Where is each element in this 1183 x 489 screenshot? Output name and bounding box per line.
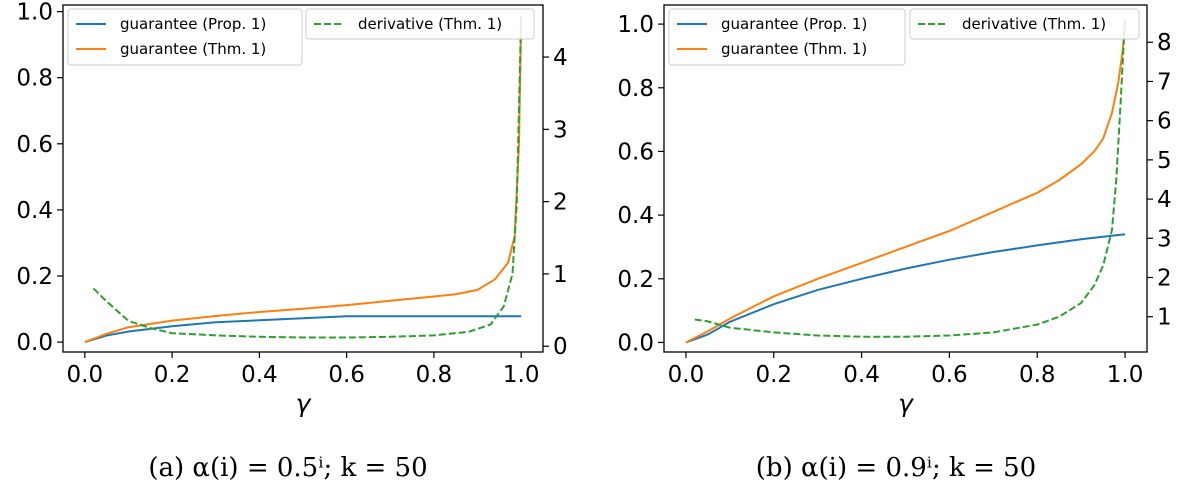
y-left-tick-label: 0.6 <box>16 132 53 158</box>
x-tick-label: 0.8 <box>1019 362 1056 388</box>
x-axis-title: γ <box>296 389 312 418</box>
x-tick-label: 0.2 <box>154 362 191 388</box>
x-tick-label: 0.0 <box>668 362 705 388</box>
series-line-3 <box>92 13 523 339</box>
x-tick-label: 0.2 <box>755 362 792 388</box>
y-right-tick-label: 8 <box>1157 30 1172 56</box>
chart-panel-b: 0.0 0.2 0.4 0.6 0.8 1.0 0.0 0.2 0.4 0.6 0.8 1.0 1 2 3 4… <box>617 4 1172 418</box>
x-tick-label: 0.6 <box>931 362 968 388</box>
x-tick-label: 0.6 <box>328 362 365 388</box>
y-right-tick-label: 1 <box>1157 305 1172 331</box>
legend-entry: derivative (Thm. 1) <box>358 15 502 33</box>
y-left-tick-label: 0.8 <box>16 66 53 92</box>
legend-left-box <box>668 8 906 66</box>
series-line-3 <box>694 18 1126 338</box>
series-line-1 <box>685 233 1126 344</box>
chart-panel-a: 0.0 0.2 0.4 0.6 0.8 1.0 0.0 0.2 0.4 0.6 0.8 1.0 0 1 2 3… <box>16 0 567 418</box>
x-tick-label: 0.4 <box>241 362 278 388</box>
x-axis-title: γ <box>898 389 914 418</box>
y-right-tick-label: 6 <box>1157 109 1172 135</box>
y-left-tick-label: 0.2 <box>16 264 53 290</box>
y-right-tick-label: 5 <box>1157 148 1172 174</box>
y-left-tick-label: 0.0 <box>617 330 654 356</box>
y-left-tick-label: 1.0 <box>16 0 53 26</box>
x-tick-label: 0.0 <box>67 362 104 388</box>
caption-a: (a) α(i) = 0.5ⁱ; k = 50 <box>148 453 427 483</box>
legend-entry: guarantee (Thm. 1) <box>120 40 266 58</box>
series-line-2 <box>685 24 1126 344</box>
legend-entry: derivative (Thm. 1) <box>962 15 1106 33</box>
x-tick-label: 1.0 <box>1107 362 1144 388</box>
y-left-tick-label: 1.0 <box>617 12 654 38</box>
y-left-tick-label: 0.4 <box>16 198 53 224</box>
caption-b: (b) α(i) = 0.9ⁱ; k = 50 <box>756 453 1036 483</box>
legend-left-box <box>67 8 303 66</box>
x-tick-label: 0.4 <box>843 362 880 388</box>
y-right-tick-label: 0 <box>553 334 568 360</box>
legend-entry: guarantee (Prop. 1) <box>721 15 867 33</box>
y-right-tick-label: 3 <box>553 117 568 143</box>
y-left-tick-label: 0.4 <box>617 203 654 229</box>
x-tick-label: 1.0 <box>503 362 540 388</box>
legend-entry: guarantee (Prop. 1) <box>120 15 266 33</box>
y-right-tick-label: 2 <box>553 190 568 216</box>
y-right-tick-label: 7 <box>1157 69 1172 95</box>
y-right-tick-label: 1 <box>553 262 568 288</box>
y-right-tick-label: 4 <box>553 45 568 71</box>
legend-right-box <box>305 8 535 40</box>
y-left-tick-label: 0.8 <box>617 76 654 102</box>
y-left-tick-label: 0.6 <box>617 139 654 165</box>
series-line-1 <box>84 315 522 344</box>
plot-frame <box>663 4 1148 353</box>
x-tick-label: 0.8 <box>416 362 453 388</box>
y-right-tick-label: 2 <box>1157 266 1172 292</box>
y-left-tick-label: 0.0 <box>16 330 53 356</box>
legend-entry: guarantee (Thm. 1) <box>721 40 867 58</box>
y-right-tick-label: 3 <box>1157 226 1172 252</box>
series-line-2 <box>84 18 523 344</box>
y-right-tick-label: 4 <box>1157 187 1172 213</box>
plot-frame <box>62 4 544 353</box>
y-left-tick-label: 0.2 <box>617 267 654 293</box>
legend-right-box <box>909 8 1140 40</box>
